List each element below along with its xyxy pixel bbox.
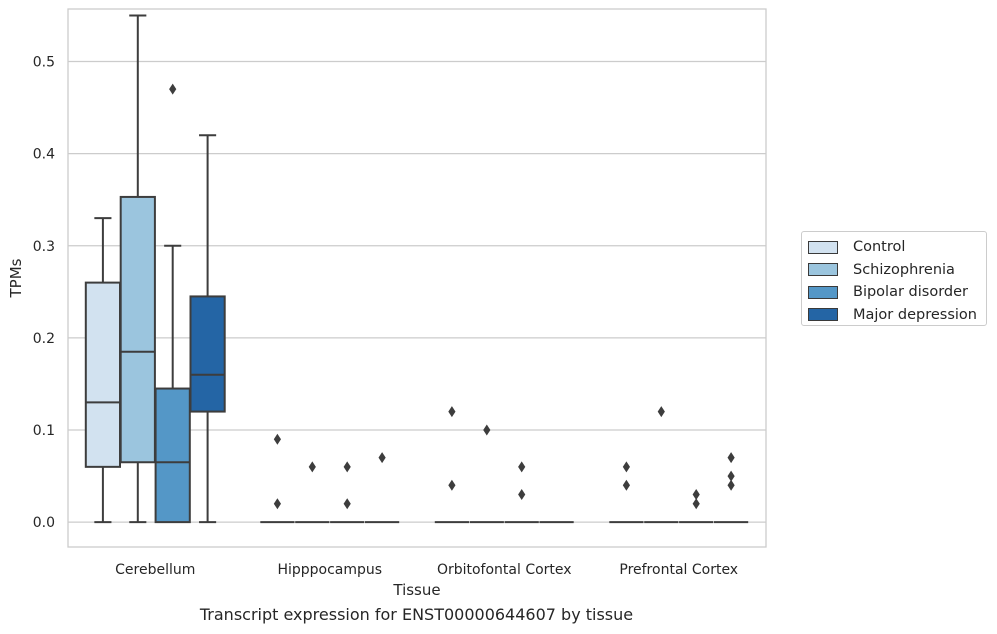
outlier-point bbox=[448, 406, 456, 418]
x-tick-label: Cerebellum bbox=[115, 562, 195, 578]
outlier-point bbox=[273, 433, 281, 445]
outlier-point bbox=[518, 461, 526, 473]
legend-label-major-depression: Major depression bbox=[853, 306, 977, 323]
box-major-depression-hipppocampus bbox=[364, 452, 400, 524]
y-tick-label: 0.4 bbox=[33, 147, 55, 163]
box-bipolar-disorder-cerebellum bbox=[154, 83, 191, 524]
outlier-point bbox=[657, 406, 665, 418]
box-schizophrenia-hipppocampus bbox=[295, 461, 330, 524]
legend: Control Schizophrenia Bipolar disorder M… bbox=[801, 231, 987, 326]
legend-swatch-control bbox=[808, 240, 838, 254]
box-schizophrenia-cerebellum bbox=[119, 14, 156, 524]
x-axis-ticks: Cerebellum Hipppocampus Orbitofontal Corte… bbox=[115, 562, 738, 578]
outlier-point bbox=[273, 498, 281, 510]
outlier-point bbox=[343, 498, 351, 510]
outlier-point bbox=[727, 470, 735, 482]
box-iqr bbox=[84, 281, 122, 468]
outlier-point bbox=[622, 461, 630, 473]
y-axis-ticks: 0.0 0.1 0.2 0.3 0.4 0.5 bbox=[33, 55, 55, 532]
legend-item-schizophrenia: Schizophrenia bbox=[808, 259, 986, 282]
box-iqr bbox=[189, 295, 226, 413]
box-bipolar-disorder-prefrontal-cortex bbox=[679, 488, 714, 524]
legend-item-bipolar-disorder: Bipolar disorder bbox=[808, 281, 986, 304]
y-tick-label: 0.2 bbox=[33, 331, 55, 347]
outlier-point bbox=[518, 488, 526, 500]
outlier-point bbox=[169, 83, 177, 95]
box-control-prefrontal-cortex bbox=[609, 461, 644, 524]
y-tick-label: 0.5 bbox=[33, 55, 55, 71]
box-major-depression-cerebellum bbox=[189, 134, 226, 524]
box-iqr bbox=[154, 387, 191, 524]
legend-item-control: Control bbox=[808, 236, 986, 259]
box-major-depression-prefrontal-cortex bbox=[713, 452, 749, 524]
outlier-point bbox=[692, 488, 700, 500]
y-axis-title: TPMs bbox=[7, 258, 25, 298]
x-tick-label: Orbitofontal Cortex bbox=[437, 562, 572, 578]
box-bipolar-disorder-orbitofontal-cortex bbox=[504, 461, 539, 524]
outlier-point bbox=[727, 452, 735, 464]
box-iqr bbox=[119, 195, 156, 464]
x-axis-title: Tissue bbox=[392, 581, 440, 599]
legend-label-control: Control bbox=[853, 239, 906, 256]
box-schizophrenia-prefrontal-cortex bbox=[644, 406, 679, 524]
y-tick-label: 0.0 bbox=[33, 515, 55, 531]
outlier-point bbox=[483, 424, 491, 436]
legend-swatch-major-depression bbox=[808, 308, 838, 322]
x-tick-label: Hipppocampus bbox=[277, 562, 382, 578]
box-bipolar-disorder-hipppocampus bbox=[330, 461, 365, 524]
legend-swatch-bipolar-disorder bbox=[808, 285, 838, 299]
box-schizophrenia-orbitofontal-cortex bbox=[469, 424, 504, 524]
box-series bbox=[84, 14, 749, 524]
box-control-cerebellum bbox=[84, 217, 122, 524]
outlier-point bbox=[727, 479, 735, 491]
outlier-point bbox=[622, 479, 630, 491]
legend-item-major-depression: Major depression bbox=[808, 304, 986, 327]
figure-caption: Transcript expression for ENST0000064460… bbox=[199, 605, 634, 624]
outlier-point bbox=[692, 498, 700, 510]
box-control-hipppocampus bbox=[260, 433, 295, 524]
y-tick-label: 0.1 bbox=[33, 423, 55, 439]
legend-label-schizophrenia: Schizophrenia bbox=[853, 261, 955, 278]
x-tick-label: Prefrontal Cortex bbox=[619, 562, 738, 578]
box-control-orbitofontal-cortex bbox=[434, 406, 470, 524]
outlier-point bbox=[308, 461, 316, 473]
outlier-point bbox=[343, 461, 351, 473]
legend-label-bipolar-disorder: Bipolar disorder bbox=[853, 284, 968, 301]
outlier-point bbox=[448, 479, 456, 491]
y-tick-label: 0.3 bbox=[33, 239, 55, 255]
legend-swatch-schizophrenia bbox=[808, 263, 838, 277]
outlier-point bbox=[378, 452, 386, 464]
